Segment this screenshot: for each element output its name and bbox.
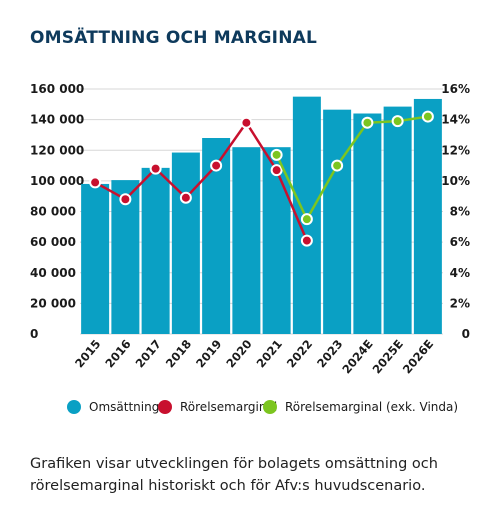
y-left-tick-label: 0	[30, 327, 38, 341]
point-rorelsemarginal-2018	[179, 191, 192, 204]
point-rorelsemarginal-2022	[300, 234, 313, 247]
bar-2018	[171, 152, 200, 334]
y-right-tick-label: 2%	[450, 296, 470, 310]
caption: Grafiken visar utvecklingen för bolagets…	[30, 456, 438, 494]
y-left-tick-label: 100 000	[30, 174, 84, 188]
bar-2026E	[413, 98, 442, 334]
legend-label-rorelsemarginal-exk-vinda: Rörelsemarginal (exk. Vinda)	[285, 400, 459, 414]
bar-2016	[111, 180, 140, 334]
y-left-tick-label: 80 000	[30, 205, 76, 219]
x-tick-label: 2015	[72, 337, 103, 371]
x-tick-label: 2025E	[370, 337, 406, 377]
point-rorelsemarginal-exk-vinda-2022	[300, 213, 313, 226]
x-tick-label: 2019	[193, 337, 224, 371]
legend: Omsättning Rörelsemarginal Rörelsemargin…	[0, 400, 500, 422]
legend-swatch-rorelsemarginal-exk-vinda	[263, 400, 277, 414]
bar-2020	[232, 147, 261, 334]
point-rorelsemarginal-exk-vinda-2024E	[361, 116, 374, 129]
legend-label-rorelsemarginal: Rörelsemarginal	[180, 400, 278, 414]
y-left-tick-label: 120 000	[30, 143, 84, 157]
chart-area: 0 20 000 40 000 60 000 80 000 100 000 120 000 1…	[30, 82, 470, 377]
legend-item-rorelsemarginal: Rörelsemarginal	[158, 400, 277, 414]
legend-label-omsattning: Omsättning	[89, 400, 160, 414]
x-tick-label: 2024E	[339, 337, 375, 377]
x-tick-label: 2022	[284, 337, 315, 371]
chart-title: OMSÄTTNING OCH MARGINAL	[30, 28, 318, 48]
y-left-tick-label: 60 000	[30, 235, 76, 249]
bar-2023	[323, 109, 352, 334]
y-right-tick-label: 4%	[450, 266, 470, 280]
y-left-tick-label: 40 000	[30, 266, 76, 280]
legend-item-rorelsemarginal-exk-vinda: Rörelsemarginal (exk. Vinda)	[263, 400, 458, 414]
point-rorelsemarginal-2017	[149, 162, 162, 175]
y-left-tick-label: 160 000	[30, 82, 84, 96]
bar-2025E	[383, 106, 412, 334]
y-right-tick-label: 10%	[441, 174, 470, 188]
y-left-tick-label: 140 000	[30, 113, 84, 127]
bar-2017	[141, 167, 170, 334]
bar-2021	[262, 147, 291, 334]
x-tick-label: 2018	[163, 337, 194, 371]
x-tick-label: 2017	[133, 337, 164, 371]
point-rorelsemarginal-exk-vinda-2025E	[391, 115, 404, 128]
y-right-tick-label: 14%	[441, 113, 470, 127]
y-right-tick-label: 12%	[441, 143, 470, 157]
legend-swatch-rorelsemarginal	[158, 400, 172, 414]
y-right-tick-label: 16%	[441, 82, 470, 96]
y-left-tick-label: 20 000	[30, 296, 76, 310]
point-rorelsemarginal-2021	[270, 164, 283, 177]
legend-swatch-omsattning	[67, 400, 81, 414]
x-tick-label: 2026E	[400, 337, 436, 377]
x-tick-label: 2016	[102, 337, 133, 371]
y-right-tick-label: 6%	[450, 235, 470, 249]
x-tick-label: 2020	[223, 337, 254, 371]
y-right-tick-label: 0	[462, 327, 470, 341]
y-right-tick-label: 8%	[450, 205, 470, 219]
point-rorelsemarginal-exk-vinda-2026E	[421, 110, 434, 123]
point-rorelsemarginal-2019	[210, 159, 223, 172]
point-rorelsemarginal-exk-vinda-2021	[270, 148, 283, 161]
point-rorelsemarginal-2020	[240, 116, 253, 129]
x-tick-label: 2021	[254, 337, 285, 371]
bar-2015	[81, 183, 110, 334]
point-rorelsemarginal-2015	[89, 176, 102, 189]
point-rorelsemarginal-exk-vinda-2023	[331, 159, 344, 172]
bar-2024E	[353, 113, 382, 334]
line-rorelsemarginal	[94, 120, 309, 242]
point-rorelsemarginal-2016	[119, 193, 132, 206]
legend-item-omsattning: Omsättning	[67, 400, 159, 414]
